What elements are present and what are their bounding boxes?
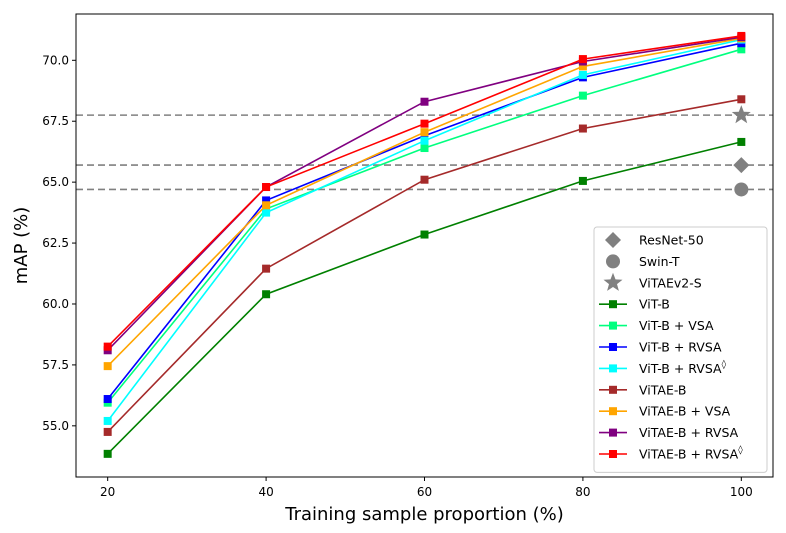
legend-marker-vitae-b-vsa — [609, 407, 617, 416]
legend-label-swin-t: Swin-T — [639, 254, 680, 269]
legend-label-vit-b-rvsa-diamond: ViT-B + RVSA◊ — [639, 359, 727, 376]
data-point-vitae-b — [420, 175, 429, 184]
baseline-marker-swin-t — [734, 182, 749, 197]
baseline-marker-vitaev2-s — [731, 105, 751, 124]
legend-label-vitaev2-s: ViTAEv2-S — [639, 275, 702, 290]
legend-label-vit-b: ViT-B — [639, 297, 670, 312]
data-point-vit-b-vsa — [578, 91, 587, 100]
y-tick-label: 65.0 — [42, 175, 69, 189]
legend-marker-swin-t — [606, 254, 620, 269]
data-point-vitae-b — [737, 95, 746, 104]
data-point-vitae-b — [578, 124, 587, 133]
y-axis: 55.0 57.5 60.0 62.5 65.0 67.5 70.0 — [42, 53, 76, 433]
y-tick-label: 67.5 — [42, 114, 69, 128]
x-tick-label: 80 — [575, 485, 590, 499]
data-point-vit-b-rvsa-diamond — [103, 416, 112, 425]
legend: ResNet-50 Swin-T ViTAEv2-S ViT-B ViT-B + VSA… — [593, 226, 768, 473]
legend-marker-resnet-50 — [605, 232, 621, 248]
y-tick-label: 60.0 — [42, 297, 69, 311]
baseline-lines — [76, 114, 773, 191]
legend-label-suffix: ◊ — [738, 445, 743, 456]
x-tick-label: 40 — [258, 485, 273, 499]
data-point-vit-b-vsa — [420, 144, 429, 153]
legend-marker-vitae-b-rvsa-diamond — [609, 450, 617, 458]
series-layer — [103, 31, 746, 458]
legend-marker-vit-b-rvsa-diamond — [609, 364, 617, 373]
x-tick-label: 20 — [100, 485, 115, 499]
baseline-marker-resnet-50 — [733, 157, 750, 174]
legend-marker-vitae-b-rvsa — [609, 428, 617, 437]
legend-marker-vitaev2-s — [603, 272, 623, 291]
legend-box — [593, 226, 768, 473]
data-point-vitae-b-vsa — [578, 62, 587, 71]
data-point-vitae-b-rvsa-diamond — [737, 31, 746, 40]
legend-label-vitae-b-rvsa-diamond: ViTAE-B + RVSA◊ — [639, 445, 743, 462]
y-axis-label: mAP (%) — [11, 207, 32, 285]
data-point-vit-b — [578, 176, 587, 185]
data-point-vitae-b-vsa — [420, 128, 429, 137]
legend-marker-vit-b-rvsa — [609, 343, 617, 351]
legend-label-vitae-b: ViTAE-B — [639, 382, 687, 397]
legend-marker-vitae-b — [609, 385, 617, 394]
legend-label-suffix: ◊ — [722, 359, 727, 370]
data-point-vitae-b-rvsa-diamond — [420, 119, 429, 128]
data-point-vit-b-vsa — [737, 45, 746, 54]
data-point-vit-b-rvsa — [103, 395, 112, 404]
data-point-vit-b — [262, 290, 271, 299]
x-axis-label: Training sample proportion (%) — [284, 504, 564, 525]
data-point-vitae-b-rvsa-diamond — [262, 183, 271, 192]
data-point-vit-b — [420, 230, 429, 239]
data-point-vitae-b-vsa — [262, 201, 271, 210]
data-point-vitae-b — [262, 264, 271, 273]
legend-label-vit-b-rvsa: ViT-B + RVSA — [639, 340, 722, 355]
x-axis: 20 40 60 80 100 — [100, 477, 753, 499]
y-tick-label: 55.0 — [42, 419, 69, 433]
y-tick-label: 70.0 — [42, 53, 69, 67]
data-point-vitae-b — [103, 427, 112, 436]
data-point-vitae-b-rvsa-diamond — [578, 55, 587, 64]
x-tick-label: 100 — [730, 485, 753, 499]
y-tick-label: 62.5 — [42, 236, 69, 250]
data-point-vit-b-rvsa-diamond — [420, 136, 429, 145]
data-point-vit-b — [103, 449, 112, 458]
y-tick-label: 57.5 — [42, 358, 69, 372]
legend-label-vitae-b-rvsa: ViTAE-B + RVSA — [639, 425, 739, 440]
data-point-vitae-b-rvsa — [420, 97, 429, 106]
legend-label-resnet-50: ResNet-50 — [639, 233, 704, 248]
baseline-markers — [731, 105, 751, 197]
data-point-vitae-b-vsa — [103, 362, 112, 371]
legend-marker-vit-b-vsa — [609, 321, 617, 330]
data-point-vit-b-rvsa — [262, 196, 271, 205]
data-point-vit-b — [737, 137, 746, 146]
data-point-vit-b-rvsa-diamond — [262, 208, 271, 217]
legend-marker-vit-b — [609, 300, 617, 309]
data-point-vitae-b-rvsa-diamond — [103, 342, 112, 351]
legend-label-vit-b-vsa: ViT-B + VSA — [639, 318, 714, 333]
x-tick-label: 60 — [417, 485, 432, 499]
legend-label-vitae-b-vsa: ViTAE-B + VSA — [639, 404, 731, 419]
data-point-vit-b-rvsa-diamond — [578, 70, 587, 79]
